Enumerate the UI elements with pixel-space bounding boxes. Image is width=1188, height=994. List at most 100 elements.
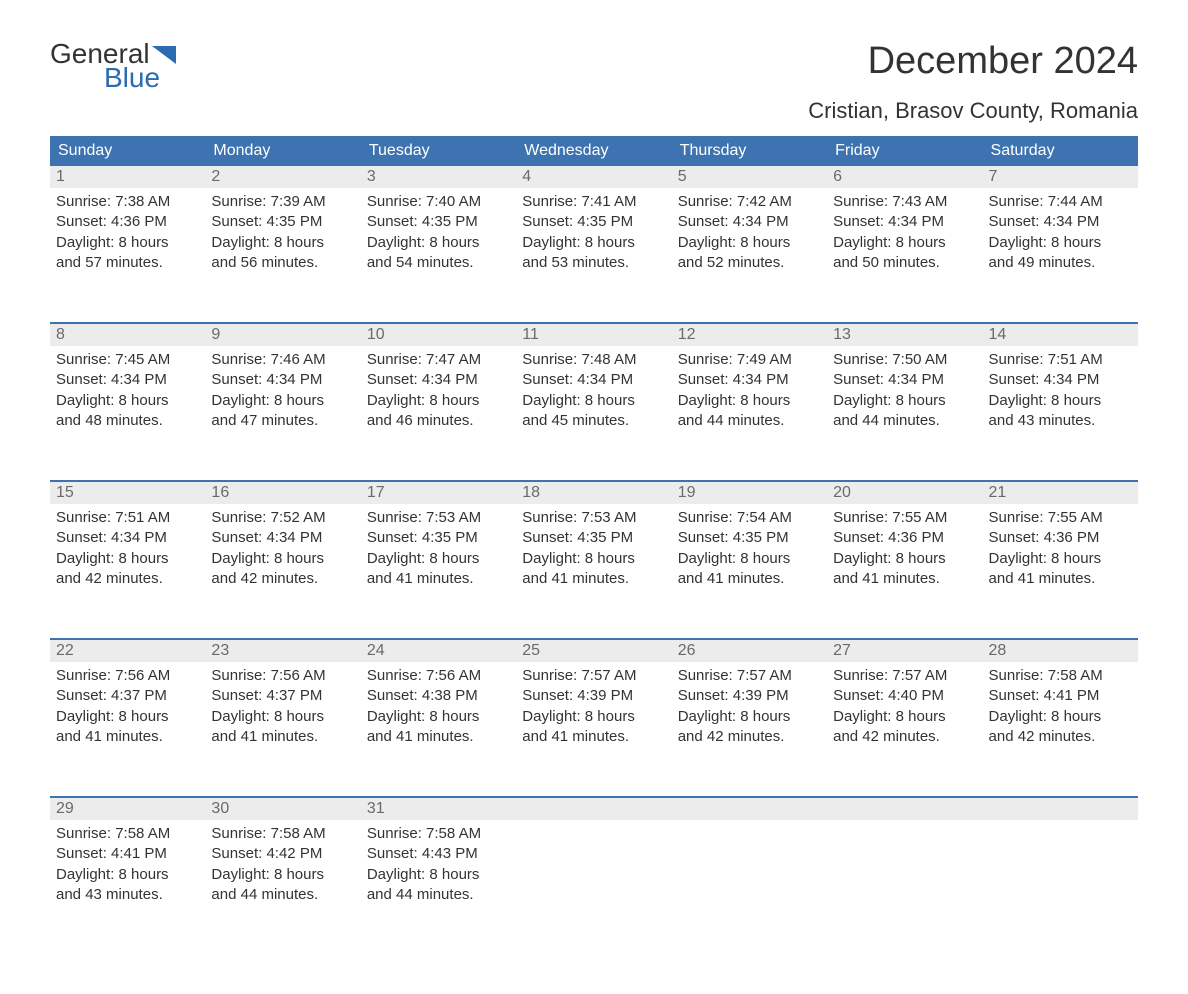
day-line: Daylight: 8 hours [989,707,1132,727]
day-body: Sunrise: 7:55 AMSunset: 4:36 PMDaylight:… [983,504,1138,595]
day-number: 10 [361,324,516,346]
day-line: Daylight: 8 hours [678,391,821,411]
day-line: Sunrise: 7:58 AM [367,824,510,844]
day-line: and 47 minutes. [211,411,354,431]
day-line: Daylight: 8 hours [211,233,354,253]
day-number: 29 [50,798,205,820]
day-line: Sunset: 4:34 PM [833,212,976,232]
day-line: Sunrise: 7:43 AM [833,192,976,212]
day-line: Sunrise: 7:51 AM [56,508,199,528]
day-line: Sunset: 4:40 PM [833,686,976,706]
day-line: and 41 minutes. [56,727,199,747]
day-line: Sunrise: 7:56 AM [211,666,354,686]
day-line: Sunrise: 7:44 AM [989,192,1132,212]
day-body: Sunrise: 7:47 AMSunset: 4:34 PMDaylight:… [361,346,516,437]
day-line: Sunset: 4:35 PM [211,212,354,232]
day-body: Sunrise: 7:43 AMSunset: 4:34 PMDaylight:… [827,188,982,279]
day-number: 4 [516,166,671,188]
day-body: Sunrise: 7:55 AMSunset: 4:36 PMDaylight:… [827,504,982,595]
day-line: and 41 minutes. [211,727,354,747]
day-line: Sunset: 4:35 PM [678,528,821,548]
day-body: Sunrise: 7:56 AMSunset: 4:37 PMDaylight:… [205,662,360,753]
day-line: Sunset: 4:34 PM [211,370,354,390]
day-number: 25 [516,640,671,662]
day-line: Daylight: 8 hours [367,391,510,411]
day-number: 11 [516,324,671,346]
day-number: 24 [361,640,516,662]
day-body: Sunrise: 7:58 AMSunset: 4:42 PMDaylight:… [205,820,360,911]
day-line: Daylight: 8 hours [989,391,1132,411]
day-line: Daylight: 8 hours [367,549,510,569]
day-number: 6 [827,166,982,188]
day-line: and 42 minutes. [678,727,821,747]
day-line: Sunset: 4:36 PM [989,528,1132,548]
day-line: Daylight: 8 hours [833,233,976,253]
day-number: 5 [672,166,827,188]
day-line: and 41 minutes. [367,569,510,589]
day-number: 19 [672,482,827,504]
day-number: 17 [361,482,516,504]
day-header: Wednesday [516,136,671,166]
day-body: Sunrise: 7:42 AMSunset: 4:34 PMDaylight:… [672,188,827,279]
day-line: and 41 minutes. [678,569,821,589]
day-line: Sunset: 4:34 PM [678,212,821,232]
day-header: Friday [827,136,982,166]
day-number: 21 [983,482,1138,504]
day-line: Daylight: 8 hours [678,233,821,253]
day-line: Sunset: 4:34 PM [989,212,1132,232]
page-title: December 2024 [868,40,1138,83]
day-number: 18 [516,482,671,504]
day-line: Sunrise: 7:54 AM [678,508,821,528]
day-body: Sunrise: 7:56 AMSunset: 4:37 PMDaylight:… [50,662,205,753]
day-number: 12 [672,324,827,346]
day-number: 3 [361,166,516,188]
day-line: and 56 minutes. [211,253,354,273]
day-line: Daylight: 8 hours [833,549,976,569]
day-line: Sunrise: 7:52 AM [211,508,354,528]
day-line: Daylight: 8 hours [211,707,354,727]
day-line: Daylight: 8 hours [678,707,821,727]
day-number: 20 [827,482,982,504]
day-line: and 41 minutes. [989,569,1132,589]
day-header: Thursday [672,136,827,166]
day-line: Sunset: 4:39 PM [678,686,821,706]
day-line: and 42 minutes. [56,569,199,589]
day-line: Sunset: 4:37 PM [56,686,199,706]
day-line: Sunrise: 7:42 AM [678,192,821,212]
day-line: Daylight: 8 hours [522,233,665,253]
day-line: and 42 minutes. [833,727,976,747]
day-line: Sunset: 4:35 PM [522,528,665,548]
day-line: and 41 minutes. [522,727,665,747]
day-body: Sunrise: 7:39 AMSunset: 4:35 PMDaylight:… [205,188,360,279]
day-line: and 45 minutes. [522,411,665,431]
day-line: and 48 minutes. [56,411,199,431]
day-line: Sunrise: 7:47 AM [367,350,510,370]
daybody-row: Sunrise: 7:58 AMSunset: 4:41 PMDaylight:… [50,820,1138,930]
day-line: Daylight: 8 hours [522,707,665,727]
day-number: 13 [827,324,982,346]
day-body: Sunrise: 7:48 AMSunset: 4:34 PMDaylight:… [516,346,671,437]
day-line: and 43 minutes. [56,885,199,905]
day-body: Sunrise: 7:58 AMSunset: 4:43 PMDaylight:… [361,820,516,911]
day-line: Sunset: 4:35 PM [367,212,510,232]
day-line: and 50 minutes. [833,253,976,273]
week-row: 891011121314Sunrise: 7:45 AMSunset: 4:34… [50,322,1138,456]
day-line: Sunrise: 7:46 AM [211,350,354,370]
day-line: Daylight: 8 hours [367,865,510,885]
day-line: Sunrise: 7:58 AM [56,824,199,844]
day-number: 8 [50,324,205,346]
day-line: Daylight: 8 hours [56,391,199,411]
day-line: Daylight: 8 hours [833,707,976,727]
day-line: Sunset: 4:34 PM [56,370,199,390]
day-body: Sunrise: 7:56 AMSunset: 4:38 PMDaylight:… [361,662,516,753]
location-subtitle: Cristian, Brasov County, Romania [50,98,1138,124]
day-body: Sunrise: 7:49 AMSunset: 4:34 PMDaylight:… [672,346,827,437]
day-line: Sunset: 4:39 PM [522,686,665,706]
day-body: Sunrise: 7:41 AMSunset: 4:35 PMDaylight:… [516,188,671,279]
day-line: Daylight: 8 hours [367,233,510,253]
day-number: 14 [983,324,1138,346]
day-line: Sunrise: 7:58 AM [211,824,354,844]
day-number: 22 [50,640,205,662]
day-body: Sunrise: 7:57 AMSunset: 4:40 PMDaylight:… [827,662,982,753]
day-line: Sunrise: 7:56 AM [56,666,199,686]
